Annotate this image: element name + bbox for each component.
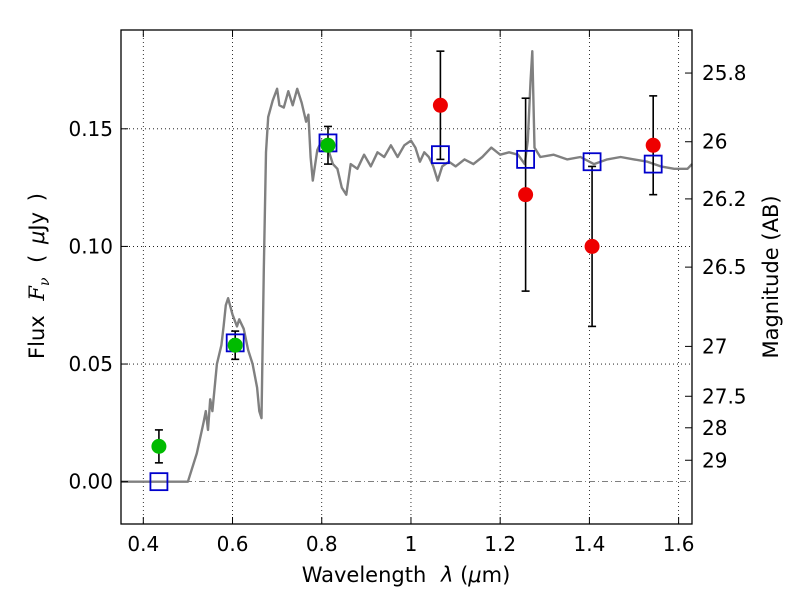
green-data-point bbox=[320, 137, 336, 153]
red-data-point bbox=[432, 97, 448, 113]
plot-frame bbox=[120, 29, 693, 525]
x-axis-ticks: 0.4 0.6 0.8 1 1.2 1.4 1.6 bbox=[127, 30, 695, 556]
model-square-marker bbox=[431, 145, 450, 165]
right-tick-label: 29 bbox=[702, 448, 727, 472]
error-bars bbox=[154, 50, 658, 464]
green-data-point bbox=[227, 337, 243, 353]
x-tick-label: 1 bbox=[405, 532, 418, 556]
red-data-point bbox=[645, 137, 661, 153]
right-tick-label: 26.5 bbox=[702, 255, 747, 279]
y-tick-label: 0.10 bbox=[68, 234, 113, 258]
x-tick-label: 1.2 bbox=[484, 532, 516, 556]
right-tick-label: 28 bbox=[702, 416, 727, 440]
x-tick-label: 1.6 bbox=[663, 532, 695, 556]
x-tick-label: 0.6 bbox=[217, 532, 249, 556]
right-axis-ticks: 25.8 26 26.2 26.5 27 27.5 28 29 bbox=[685, 61, 747, 472]
right-tick-label: 25.8 bbox=[702, 61, 747, 85]
red-data-point bbox=[584, 238, 600, 254]
model-square-marker bbox=[516, 149, 536, 169]
x-tick-label: 1.4 bbox=[573, 532, 605, 556]
model-square-marker bbox=[582, 152, 602, 172]
green-data-point bbox=[151, 438, 167, 454]
right-tick-label: 26 bbox=[702, 130, 727, 154]
model-spectrum bbox=[121, 50, 693, 483]
right-tick-label: 27.5 bbox=[702, 384, 747, 408]
spectrum-line bbox=[121, 50, 693, 483]
y-axis-ticks: 0.00 0.05 0.10 0.15 bbox=[68, 117, 128, 494]
y-tick-label: 0.15 bbox=[68, 117, 113, 141]
x-tick-label: 0.8 bbox=[306, 532, 338, 556]
y-tick-label: 0.05 bbox=[68, 352, 113, 376]
y-axis-label: Flux Fν ( μJy ) bbox=[25, 193, 54, 359]
red-data-point bbox=[518, 187, 534, 203]
x-tick-label: 0.4 bbox=[127, 532, 159, 556]
x-axis-label: Wavelength λ (μm) bbox=[302, 563, 511, 587]
model-square-marker bbox=[643, 154, 663, 174]
y-tick-label: 0.00 bbox=[68, 470, 113, 494]
model-square-marker bbox=[149, 472, 169, 492]
gridlines bbox=[121, 30, 692, 524]
right-axis-label: Magnitude (AB) bbox=[759, 195, 783, 358]
data-markers bbox=[149, 97, 663, 492]
right-tick-label: 27 bbox=[702, 334, 727, 358]
right-tick-label: 26.2 bbox=[702, 187, 747, 211]
